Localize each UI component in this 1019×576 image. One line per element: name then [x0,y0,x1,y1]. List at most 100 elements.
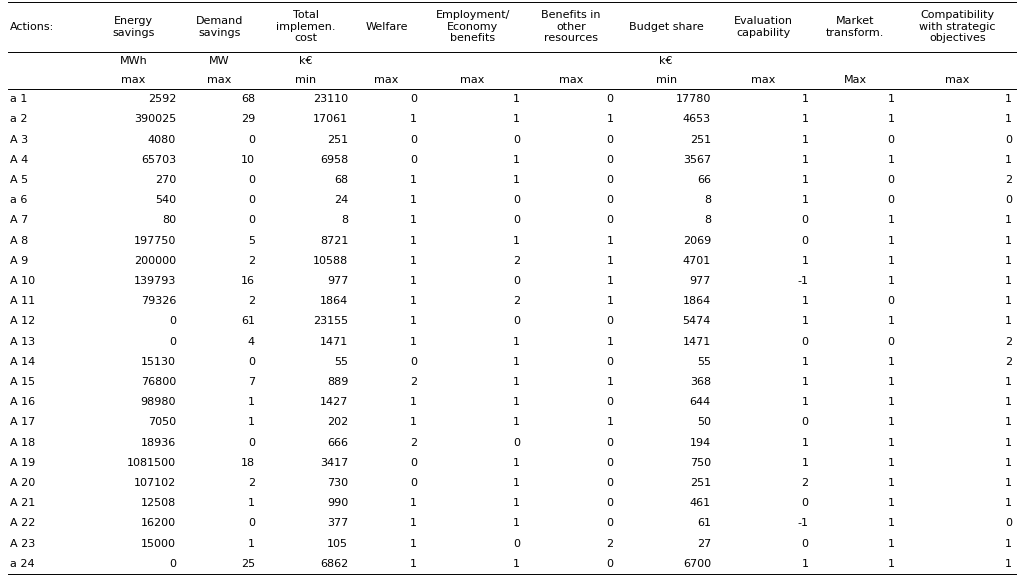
Text: A 13: A 13 [10,336,35,347]
Text: 16200: 16200 [141,518,176,529]
Text: 1: 1 [410,397,417,407]
Text: 0: 0 [410,478,417,488]
Text: 0: 0 [605,135,612,145]
Text: 27: 27 [696,539,710,549]
Text: 24: 24 [333,195,347,205]
Text: 1: 1 [887,539,894,549]
Text: 1: 1 [801,195,808,205]
Text: 1: 1 [1004,458,1011,468]
Text: 0: 0 [410,458,417,468]
Text: A 18: A 18 [10,438,36,448]
Text: Total
implemen.
cost: Total implemen. cost [275,10,335,43]
Text: 15000: 15000 [141,539,176,549]
Text: 1: 1 [1004,155,1011,165]
Text: A 23: A 23 [10,539,36,549]
Text: 107102: 107102 [133,478,176,488]
Text: 1: 1 [887,256,894,266]
Text: 0: 0 [801,336,808,347]
Text: 2: 2 [248,296,255,306]
Text: A 21: A 21 [10,498,36,508]
Text: Evaluation
capability: Evaluation capability [734,16,793,37]
Text: 17061: 17061 [313,115,347,124]
Text: 1427: 1427 [319,397,347,407]
Text: a 1: a 1 [10,94,28,104]
Text: 1: 1 [801,155,808,165]
Text: Actions:: Actions: [10,22,54,32]
Text: max: max [460,75,484,85]
Text: 0: 0 [248,357,255,367]
Text: 1: 1 [1004,397,1011,407]
Text: 1: 1 [1004,296,1011,306]
Text: 1: 1 [605,336,612,347]
Text: min: min [655,75,676,85]
Text: 1: 1 [410,296,417,306]
Text: 7050: 7050 [148,418,176,427]
Text: 1: 1 [1004,94,1011,104]
Text: 2: 2 [513,256,520,266]
Text: 1: 1 [801,559,808,569]
Text: 79326: 79326 [141,296,176,306]
Text: 1: 1 [887,478,894,488]
Text: 0: 0 [605,498,612,508]
Text: 1: 1 [513,175,520,185]
Text: 1: 1 [410,215,417,225]
Text: 2592: 2592 [148,94,176,104]
Text: 1: 1 [513,397,520,407]
Text: 18: 18 [240,458,255,468]
Text: 5474: 5474 [682,316,710,327]
Text: 1: 1 [248,498,255,508]
Text: k€: k€ [658,56,673,66]
Text: max: max [751,75,775,85]
Text: 6958: 6958 [320,155,347,165]
Text: A 15: A 15 [10,377,35,387]
Text: 55: 55 [696,357,710,367]
Text: 2: 2 [1004,357,1011,367]
Text: 1: 1 [410,559,417,569]
Text: 1: 1 [513,458,520,468]
Text: 29: 29 [240,115,255,124]
Text: 0: 0 [801,498,808,508]
Text: 1: 1 [513,478,520,488]
Text: 1: 1 [513,94,520,104]
Text: 1: 1 [887,397,894,407]
Text: 1: 1 [513,155,520,165]
Text: 2: 2 [801,478,808,488]
Text: 1: 1 [801,94,808,104]
Text: 139793: 139793 [133,276,176,286]
Text: 1: 1 [1004,115,1011,124]
Text: 1: 1 [605,115,612,124]
Text: A 20: A 20 [10,478,36,488]
Text: A 17: A 17 [10,418,36,427]
Text: 977: 977 [689,276,710,286]
Text: 2: 2 [410,377,417,387]
Text: 1: 1 [605,256,612,266]
Text: 377: 377 [326,518,347,529]
Text: 1: 1 [513,115,520,124]
Text: 98980: 98980 [141,397,176,407]
Text: 1: 1 [513,357,520,367]
Text: 1: 1 [1004,236,1011,245]
Text: 1: 1 [513,518,520,529]
Text: A 19: A 19 [10,458,36,468]
Text: A 14: A 14 [10,357,36,367]
Text: 1: 1 [605,276,612,286]
Text: max: max [121,75,146,85]
Text: -1: -1 [797,518,808,529]
Text: 540: 540 [155,195,176,205]
Text: 5: 5 [248,236,255,245]
Text: 1: 1 [1004,539,1011,549]
Text: 1: 1 [248,539,255,549]
Text: Demand
savings: Demand savings [196,16,243,37]
Text: 1: 1 [1004,498,1011,508]
Text: max: max [944,75,968,85]
Text: 0: 0 [887,296,894,306]
Text: 4: 4 [248,336,255,347]
Text: 270: 270 [155,175,176,185]
Text: 0: 0 [605,559,612,569]
Text: 50: 50 [696,418,710,427]
Text: 8721: 8721 [319,236,347,245]
Text: 2: 2 [248,256,255,266]
Text: 1: 1 [887,94,894,104]
Text: 1: 1 [605,377,612,387]
Text: A 9: A 9 [10,256,29,266]
